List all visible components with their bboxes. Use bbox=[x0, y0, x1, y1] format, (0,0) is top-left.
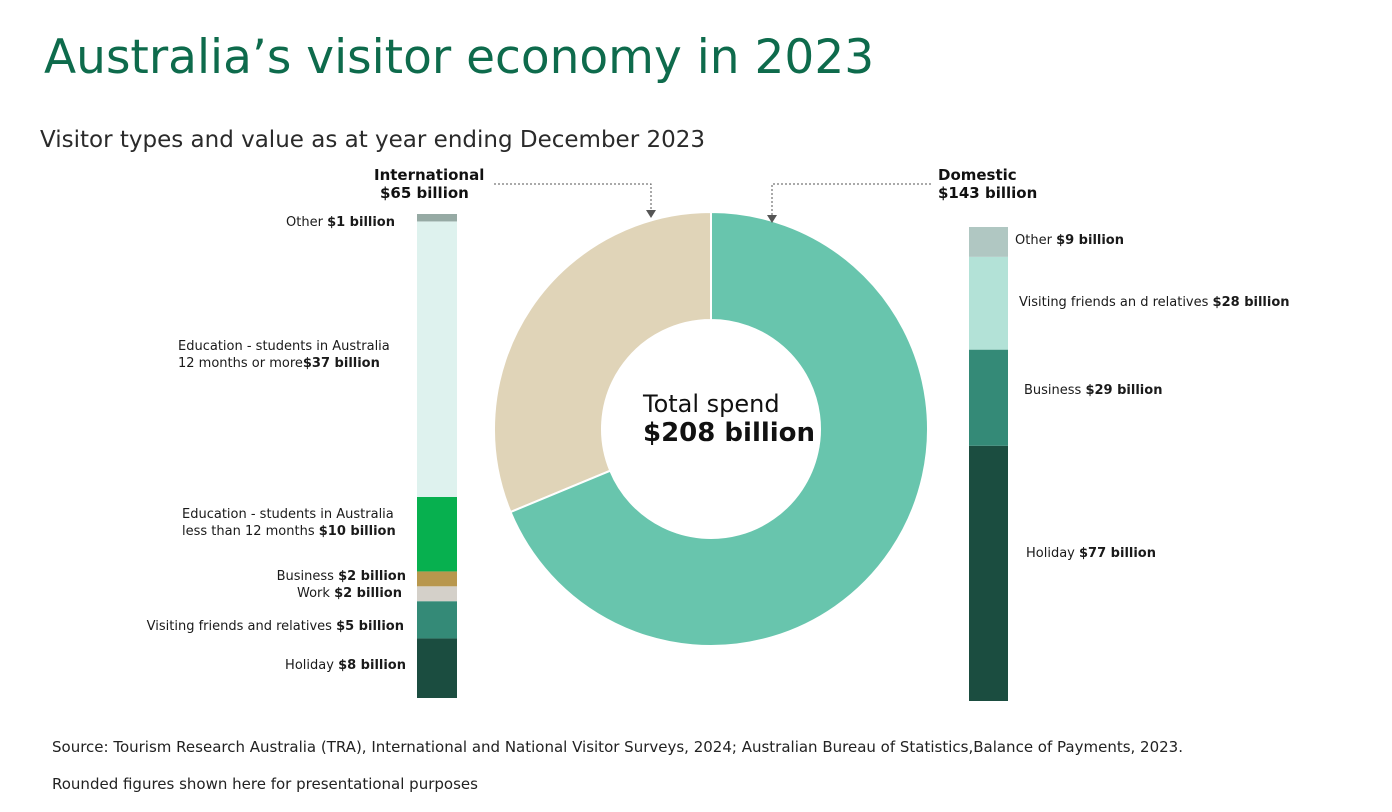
intl-education-short-name-1: Education - students in Australia bbox=[182, 507, 394, 522]
dom-holiday-value: $77 billion bbox=[1079, 546, 1156, 561]
intl-segment-business bbox=[417, 571, 457, 587]
page-title: Australia’s visitor economy in 2023 bbox=[44, 30, 875, 85]
dom-holiday-name: Holiday bbox=[1026, 546, 1075, 561]
intl-business-value: $2 billion bbox=[338, 569, 406, 584]
intl-label-business: Business $2 billion bbox=[277, 568, 406, 585]
international-connector bbox=[494, 183, 652, 212]
dom-other-value: $9 billion bbox=[1056, 233, 1124, 248]
center-label: Total spend bbox=[643, 390, 780, 418]
intl-label-education-long: Education - students in Australia 12 mon… bbox=[178, 338, 390, 372]
intl-label-work: Work $2 billion bbox=[297, 585, 402, 602]
intl-segment-visiting-friends-and-relatives bbox=[417, 601, 457, 639]
intl-segment-holiday bbox=[417, 638, 457, 698]
intl-work-name: Work bbox=[297, 586, 330, 601]
dom-vfr-value: $28 billion bbox=[1212, 295, 1290, 310]
intl-segment-other bbox=[417, 214, 457, 222]
intl-other-value: $1 billion bbox=[327, 215, 395, 230]
intl-label-vfr: Visiting friends and relatives $5 billio… bbox=[147, 618, 404, 635]
dom-other-name: Other bbox=[1015, 233, 1052, 248]
dom-business-name: Business bbox=[1024, 383, 1082, 398]
intl-education-short-name-2: less than 12 months $10 billion bbox=[182, 524, 396, 539]
intl-label-education-short: Education - students in Australia less t… bbox=[182, 506, 396, 540]
dom-label-business: Business $29 billion bbox=[1024, 382, 1162, 399]
dom-label-other: Other $9 billion bbox=[1015, 232, 1124, 249]
group-connectors bbox=[494, 183, 931, 223]
donut-chart bbox=[493, 210, 929, 647]
international-group-value: $65 billion bbox=[380, 184, 469, 202]
intl-segment-education-students-in-australia-12-months-or-more bbox=[417, 221, 457, 497]
dom-label-holiday: Holiday $77 billion bbox=[1026, 545, 1156, 562]
dom-segment-business bbox=[969, 349, 1008, 446]
dom-segment-other bbox=[969, 227, 1008, 257]
domestic-connector bbox=[771, 183, 931, 217]
intl-label-holiday: Holiday $8 billion bbox=[285, 657, 406, 674]
intl-label-other: Other $1 billion bbox=[286, 214, 395, 231]
dom-segment-holiday bbox=[969, 445, 1008, 701]
donut-slice-international bbox=[493, 210, 712, 514]
intl-segment-work bbox=[417, 586, 457, 602]
dom-label-vfr: Visiting friends an d relatives $28 bill… bbox=[1019, 294, 1290, 311]
dom-segment-visiting-friends-an-d-relatives bbox=[969, 256, 1008, 350]
dom-vfr-name: Visiting friends an d relatives bbox=[1019, 295, 1209, 310]
intl-business-name: Business bbox=[276, 569, 334, 584]
dom-business-value: $29 billion bbox=[1085, 383, 1163, 398]
domestic-connector-arrow bbox=[767, 215, 777, 223]
rounding-note: Rounded figures shown here for presentat… bbox=[52, 775, 478, 793]
intl-education-short-value: $10 billion bbox=[318, 524, 396, 539]
intl-education-long-value: $37 billion bbox=[302, 356, 380, 371]
source-note: Source: Tourism Research Australia (TRA)… bbox=[52, 738, 1183, 756]
chart-subtitle: Visitor types and value as at year endin… bbox=[40, 127, 705, 153]
international-stacked-bar bbox=[417, 214, 457, 698]
intl-holiday-name: Holiday bbox=[285, 658, 334, 673]
intl-education-long-name-1: Education - students in Australia bbox=[178, 339, 390, 354]
international-group-label: International $65 billion bbox=[374, 166, 484, 202]
intl-education-long-name-2: 12 months or more$37 billion bbox=[178, 356, 380, 371]
intl-work-value: $2 billion bbox=[334, 586, 402, 601]
intl-vfr-value: $5 billion bbox=[336, 619, 404, 634]
center-total: $208 billion bbox=[643, 418, 816, 448]
intl-segment-education-students-in-australia-less-than-12-months bbox=[417, 496, 457, 572]
donut-slice-domestic bbox=[509, 210, 929, 647]
intl-other-name: Other bbox=[286, 215, 323, 230]
international-connector-arrow bbox=[646, 210, 656, 218]
domestic-group-value: $143 billion bbox=[938, 184, 1038, 202]
intl-vfr-name: Visiting friends and relatives bbox=[146, 619, 332, 634]
international-group-name: International bbox=[374, 166, 485, 184]
intl-holiday-value: $8 billion bbox=[338, 658, 406, 673]
domestic-group-name: Domestic bbox=[938, 166, 1017, 184]
domestic-stacked-bar bbox=[969, 227, 1008, 701]
domestic-group-label: Domestic $143 billion bbox=[938, 166, 1037, 202]
